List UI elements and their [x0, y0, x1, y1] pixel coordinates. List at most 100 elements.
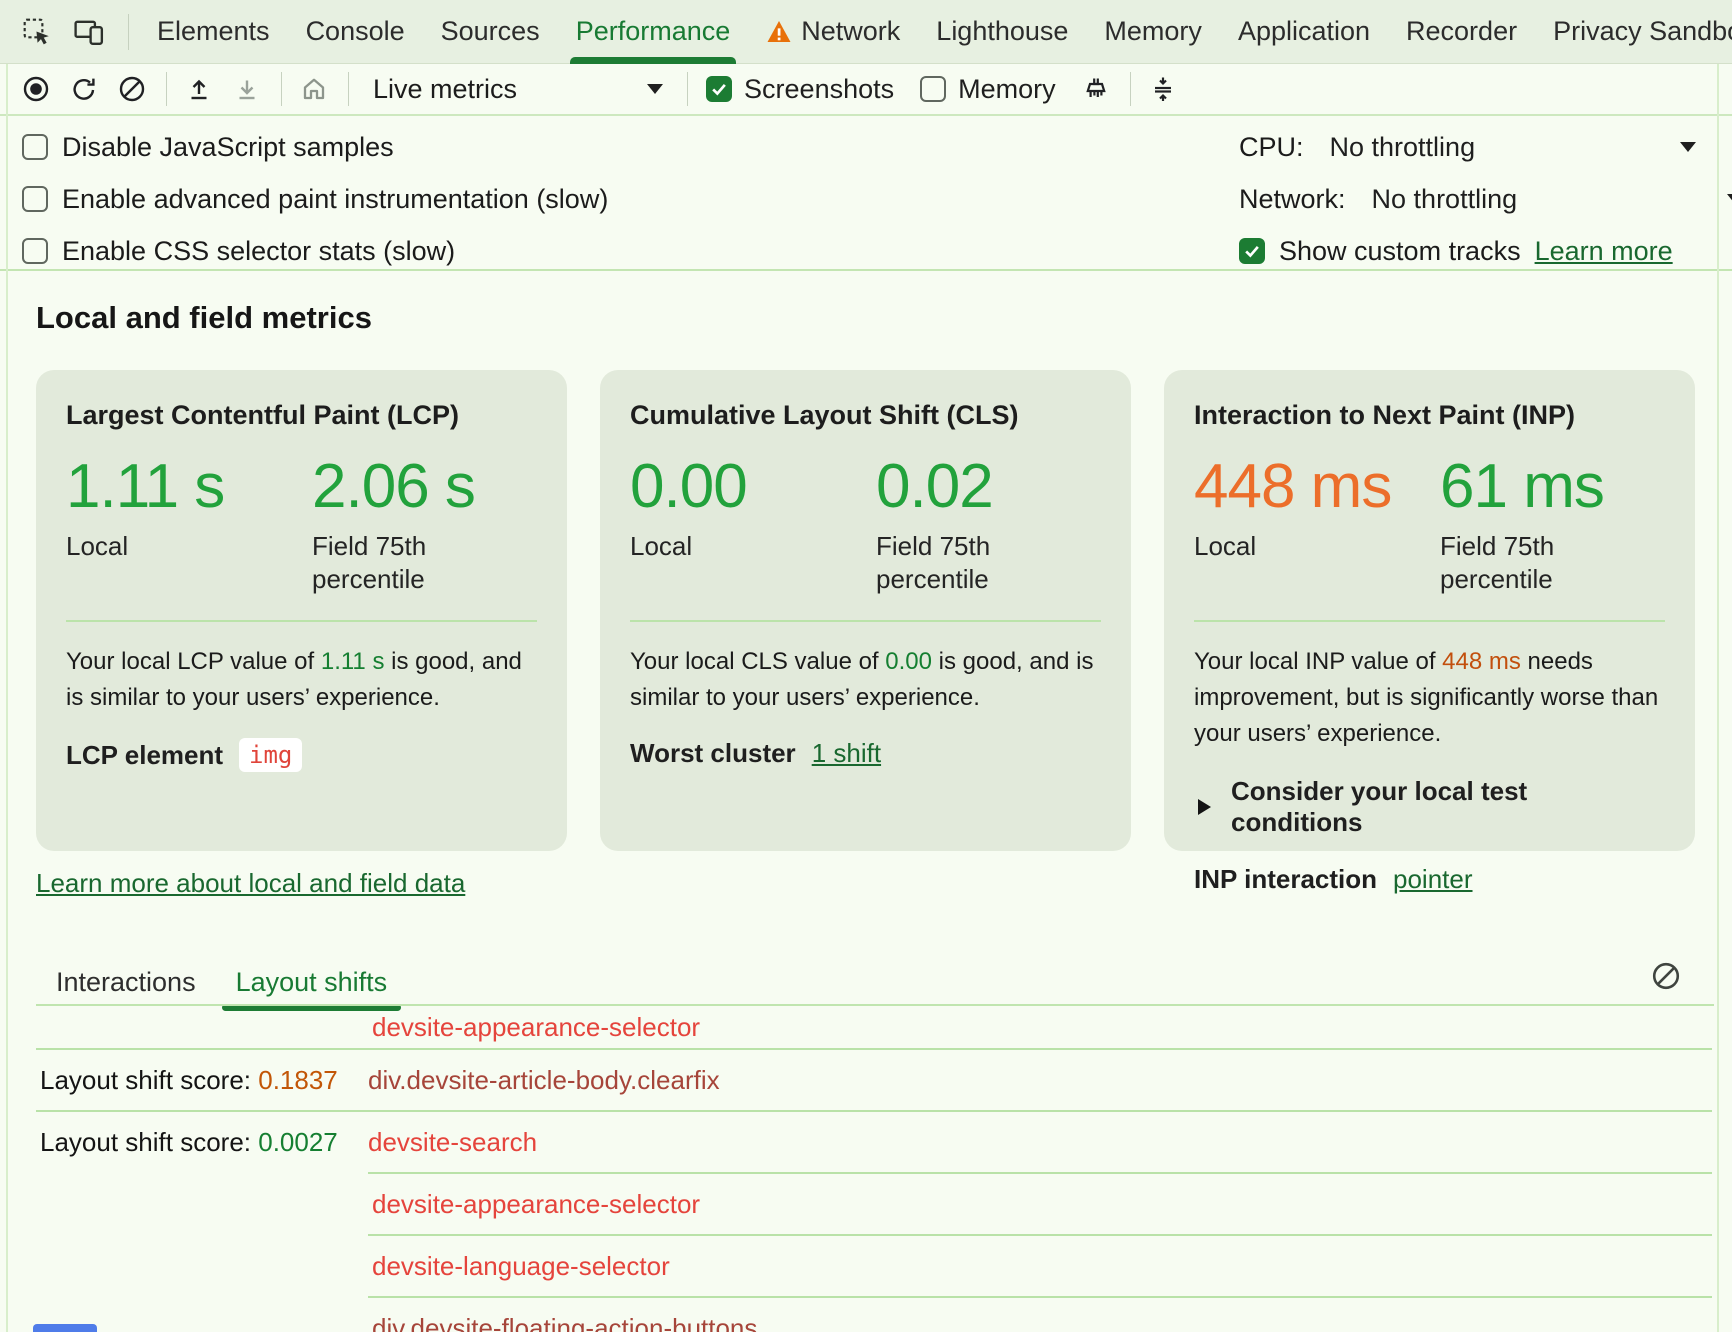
network-throttling-select[interactable]: No throttling	[1371, 183, 1518, 214]
shift-element-link[interactable]: devsite-appearance-selector	[372, 1188, 701, 1219]
network-throttling-row: Network: No throttling	[1239, 174, 1732, 224]
show-custom-tracks-checkbox[interactable]	[1239, 238, 1265, 264]
option-label: Enable advanced paint instrumentation (s…	[62, 183, 609, 214]
collapse-panel-icon[interactable]	[1149, 75, 1177, 103]
learn-more-field-data-link[interactable]: Learn more about local and field data	[36, 868, 465, 899]
local-label: Local	[1194, 531, 1257, 561]
cpu-label: CPU:	[1239, 131, 1304, 162]
log-tabs-underline	[36, 1004, 1714, 1006]
scrolled-element-fragment	[33, 1324, 97, 1332]
card-divider	[630, 620, 1101, 622]
cpu-throttling-row: CPU: No throttling	[1239, 122, 1732, 172]
cls-card: Cumulative Layout Shift (CLS) 0.00 Local…	[600, 370, 1131, 851]
tab-label: Recorder	[1406, 16, 1518, 46]
inp-card-title: Interaction to Next Paint (INP)	[1194, 400, 1576, 430]
inp-interaction-label: INP interaction	[1194, 864, 1378, 894]
clear-icon[interactable]	[118, 75, 146, 103]
row-divider	[36, 1110, 1712, 1112]
reload-record-icon[interactable]	[70, 75, 98, 103]
tab-label: Lighthouse	[936, 16, 1069, 46]
tab-application[interactable]: Application	[1220, 0, 1388, 64]
metric-cards: Largest Contentful Paint (LCP) 1.11 s Lo…	[36, 370, 1695, 894]
tab-recorder[interactable]: Recorder	[1388, 0, 1535, 64]
inp-field-value: 61 ms	[1440, 452, 1605, 521]
log-tabs: Interactions Layout shifts	[36, 958, 408, 1011]
save-profile-icon[interactable]	[233, 75, 261, 103]
field-label: Field 75th percentile	[312, 531, 427, 594]
left-edge-line	[6, 64, 8, 1332]
custom-tracks-learn-more-link[interactable]: Learn more	[1534, 235, 1673, 266]
score-label: Layout shift score:	[40, 1126, 259, 1157]
inspect-element-icon[interactable]	[22, 17, 52, 47]
tab-lighthouse[interactable]: Lighthouse	[918, 0, 1086, 64]
tab-network[interactable]: Network	[748, 0, 918, 64]
disclosure-label: Consider your local test conditions	[1231, 776, 1528, 837]
tab-sources[interactable]: Sources	[423, 0, 558, 64]
lcp-inline-value: 1.11 s	[320, 648, 385, 675]
lcp-field-value: 2.06 s	[312, 452, 476, 521]
live-metrics-select[interactable]: Live metrics	[373, 73, 518, 104]
local-label: Local	[630, 531, 693, 561]
shift-element-link[interactable]: devsite-appearance-selector	[372, 1011, 701, 1042]
tab-layout-shifts[interactable]: Layout shifts	[216, 958, 408, 1011]
cpu-throttling-select[interactable]: No throttling	[1329, 131, 1476, 162]
worst-cluster-label: Worst cluster	[630, 738, 796, 768]
page-title: Local and field metrics	[36, 300, 372, 335]
lcp-element-link[interactable]: img	[239, 738, 303, 772]
chevron-down-icon[interactable]	[1727, 194, 1732, 204]
local-test-conditions-disclosure[interactable]: Consider your local test conditions	[1194, 776, 1665, 838]
tab-elements[interactable]: Elements	[139, 0, 288, 64]
shift-element-link[interactable]: devsite-language-selector	[372, 1250, 670, 1281]
layout-shift-row: devsite-appearance-selector	[36, 1174, 1712, 1234]
desc-text: needs improvement, but is significantly …	[1194, 648, 1659, 747]
option-row-css-selector-stats: Enable CSS selector stats (slow)	[22, 226, 608, 276]
cls-card-title: Cumulative Layout Shift (CLS)	[630, 400, 1019, 430]
layout-shift-row: Layout shift score: 0.0027 devsite-searc…	[36, 1112, 1712, 1172]
device-toolbar-icon[interactable]	[72, 17, 106, 47]
chevron-down-icon[interactable]	[1680, 142, 1696, 152]
tab-performance[interactable]: Performance	[558, 0, 749, 64]
load-profile-icon[interactable]	[185, 75, 213, 103]
lcp-card: Largest Contentful Paint (LCP) 1.11 s Lo…	[36, 370, 567, 851]
row-divider	[368, 1234, 1712, 1236]
score-value: 0.1837	[258, 1064, 338, 1095]
advanced-paint-checkbox[interactable]	[22, 186, 48, 212]
toolbar-separator	[166, 72, 167, 106]
score-value: 0.0027	[258, 1126, 338, 1157]
performance-toolbar: Live metrics Screenshots Memory	[0, 64, 1732, 116]
warning-icon	[766, 20, 792, 43]
tab-label: Application	[1237, 16, 1371, 46]
tab-label: Console	[305, 16, 405, 46]
clear-log-icon[interactable]	[1651, 961, 1681, 991]
field-label: Field 75th percentile	[876, 531, 991, 594]
field-label: Field 75th percentile	[1440, 531, 1555, 594]
screenshots-checkbox[interactable]	[706, 76, 733, 102]
tab-interactions[interactable]: Interactions	[36, 958, 216, 1006]
shift-element-link[interactable]: div.devsite-article-body.clearfix	[368, 1064, 720, 1095]
disable-js-samples-checkbox[interactable]	[22, 134, 48, 160]
network-label: Network:	[1239, 183, 1346, 214]
shift-element-link[interactable]: div.devsite-floating-action-buttons	[372, 1312, 758, 1332]
cls-inline-value: 0.00	[885, 648, 932, 675]
record-icon[interactable]	[22, 75, 50, 103]
worst-cluster-link[interactable]: 1 shift	[811, 738, 882, 768]
tab-console[interactable]: Console	[288, 0, 423, 64]
desc-text: Your local INP value of	[1194, 648, 1443, 675]
home-icon[interactable]	[300, 75, 328, 103]
memory-checkbox[interactable]	[920, 76, 947, 102]
inp-interaction-link[interactable]: pointer	[1393, 864, 1473, 894]
chevron-down-icon[interactable]	[647, 84, 664, 94]
layout-shift-row: devsite-appearance-selector	[36, 1006, 1712, 1048]
memory-label: Memory	[958, 73, 1056, 104]
toolbar-separator	[687, 72, 689, 106]
tab-memory[interactable]: Memory	[1086, 0, 1220, 64]
collect-garbage-icon[interactable]	[1082, 75, 1110, 103]
inp-local-value: 448 ms	[1194, 452, 1392, 521]
tab-privacy-sandbox[interactable]: Privacy Sandbox	[1535, 0, 1732, 64]
shift-element-link[interactable]: devsite-search	[368, 1126, 538, 1157]
option-label: Disable JavaScript samples	[62, 131, 394, 162]
row-divider	[368, 1296, 1712, 1298]
css-selector-stats-checkbox[interactable]	[22, 238, 48, 264]
row-divider	[368, 1172, 1712, 1174]
layout-shift-row: div.devsite-floating-action-buttons	[36, 1298, 1712, 1332]
